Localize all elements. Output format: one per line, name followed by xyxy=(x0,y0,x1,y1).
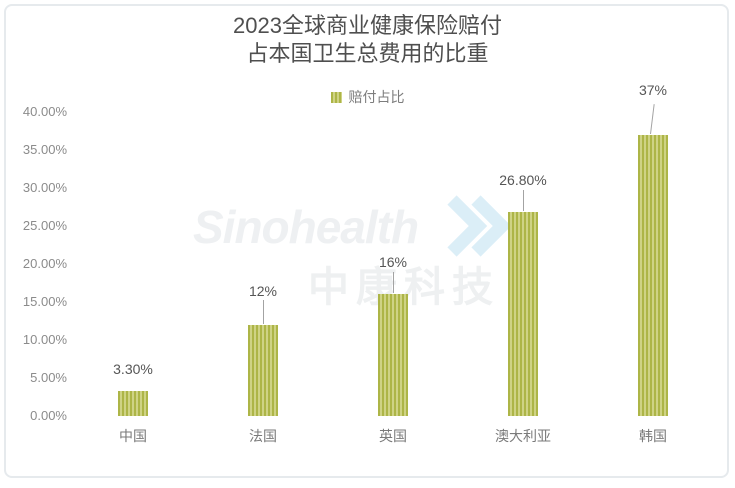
legend: 赔付占比 xyxy=(0,87,735,107)
y-axis-tick-label: 30.00% xyxy=(22,180,67,195)
watermark-brand: Sinohealth xyxy=(193,201,419,253)
y-axis-tick-label: 0.00% xyxy=(30,408,67,423)
category-label-中国: 中国 xyxy=(119,428,147,444)
category-label-法国: 法国 xyxy=(249,428,277,444)
category-label-澳大利亚: 澳大利亚 xyxy=(495,428,551,444)
bar-中国 xyxy=(118,390,148,416)
bar-value-label: 12% xyxy=(248,282,278,299)
y-axis-tick-label: 15.00% xyxy=(22,294,67,309)
y-axis-tick-label: 25.00% xyxy=(22,218,67,233)
y-axis-tick-label: 35.00% xyxy=(22,142,67,157)
category-label-英国: 英国 xyxy=(379,428,407,444)
double-chevron-right-icon xyxy=(446,195,520,264)
bar-value-label: 16% xyxy=(378,254,408,271)
y-axis-tick-label: 5.00% xyxy=(30,370,67,385)
y-axis-tick-label: 20.00% xyxy=(22,256,67,271)
bar-英国 xyxy=(378,294,408,416)
bar-value-label: 3.30% xyxy=(113,360,153,377)
leader-line xyxy=(522,190,524,212)
leader-line xyxy=(262,299,264,324)
leader-line xyxy=(650,103,655,134)
category-label-韩国: 韩国 xyxy=(639,428,667,444)
chart-title-line1: 2023全球商业健康保险赔付 xyxy=(233,13,502,38)
leader-line xyxy=(392,272,394,294)
bar-value-label: 37% xyxy=(638,81,668,98)
y-axis-tick-label: 40.00% xyxy=(22,104,67,119)
legend-label: 赔付占比 xyxy=(348,89,405,105)
bar-value-label: 26.80% xyxy=(499,172,547,189)
bar-澳大利亚 xyxy=(508,212,538,416)
bar-韩国 xyxy=(638,134,668,416)
y-axis-tick-label: 10.00% xyxy=(22,332,67,347)
chart-title: 2023全球商业健康保险赔付 占本国卫生总费用的比重 xyxy=(0,12,735,68)
legend-swatch-icon xyxy=(330,91,342,103)
bar-法国 xyxy=(248,324,278,416)
chart-title-line2: 占本国卫生总费用的比重 xyxy=(246,41,489,66)
